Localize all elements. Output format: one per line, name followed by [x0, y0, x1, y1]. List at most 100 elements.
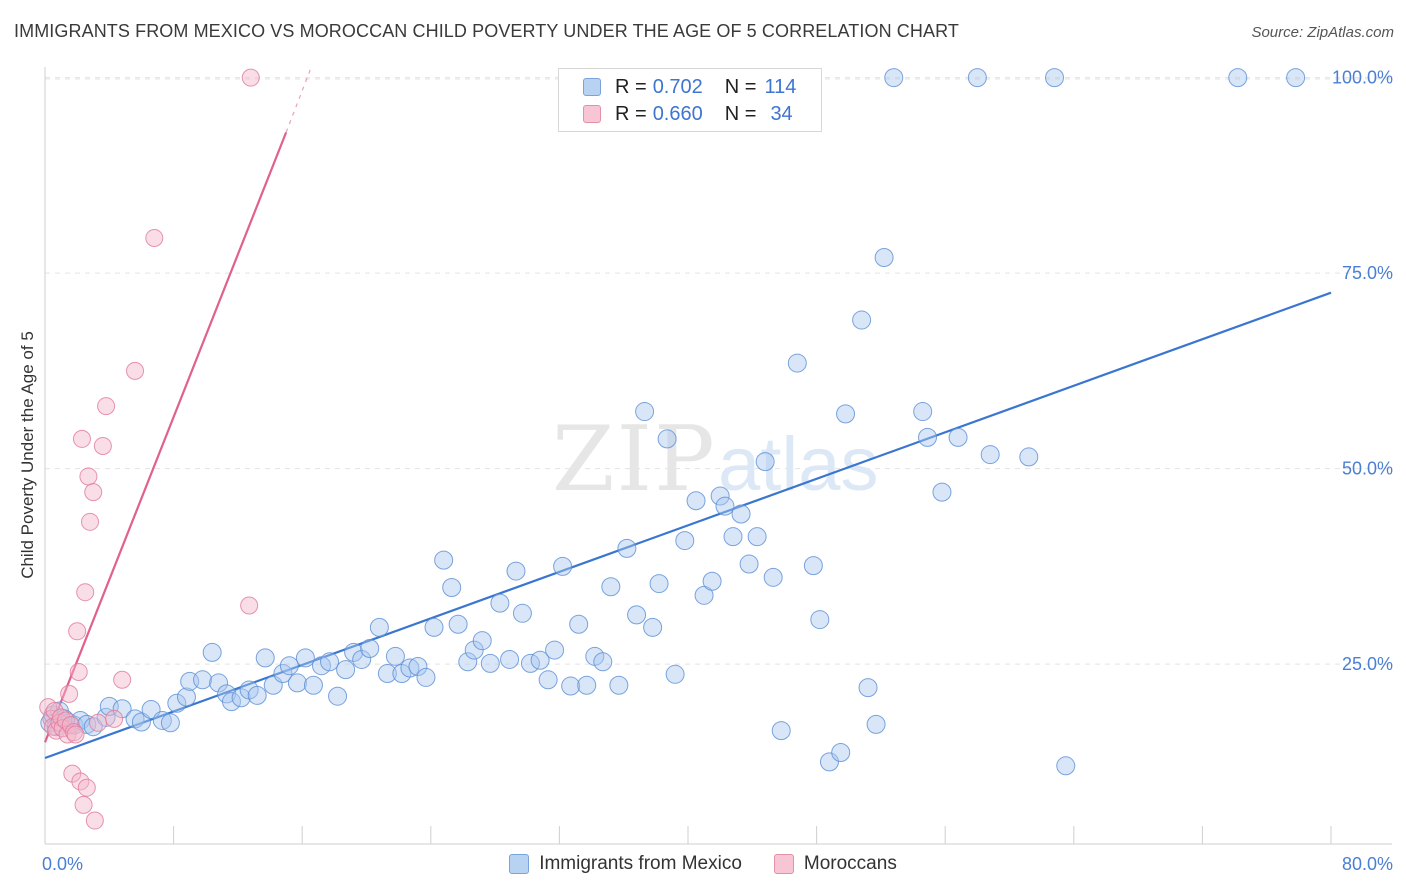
data-point-mexico [295, 648, 315, 668]
r-label: R = [615, 102, 647, 125]
data-point-mexico [715, 496, 735, 516]
watermark-atlas: atlas [718, 422, 879, 507]
legend-item-mexico[interactable]: Immigrants from Mexico [509, 853, 742, 875]
data-point-moroccans [76, 583, 95, 602]
data-point-mexico [472, 631, 492, 651]
data-point-mexico [458, 652, 478, 672]
x-tick-label: 0.0% [42, 854, 83, 874]
data-point-mexico [739, 554, 759, 574]
watermark-zip: ZIP [552, 407, 717, 512]
chart-title: IMMIGRANTS FROM MEXICO VS MOROCCAN CHILD… [14, 21, 959, 41]
stats-row-moroccans: R = 0.660 N = 34 [583, 102, 793, 126]
data-point-moroccans [241, 68, 260, 87]
data-point-mexico [577, 675, 597, 695]
data-point-mexico [1045, 68, 1065, 88]
data-point-mexico [247, 685, 267, 705]
data-point-mexico [448, 614, 468, 634]
data-point-mexico [303, 675, 323, 695]
data-point-moroccans [69, 662, 88, 681]
data-point-mexico [545, 640, 565, 660]
r-value: 0.702 [652, 75, 703, 98]
series-moroccans [39, 68, 260, 830]
data-point-mexico [810, 610, 830, 630]
data-point-mexico [442, 578, 462, 598]
blue-swatch [583, 78, 601, 96]
data-point-mexico [627, 605, 647, 625]
legend-item-moroccans[interactable]: Moroccans [773, 853, 897, 875]
data-point-mexico [657, 429, 677, 449]
data-point-mexico [530, 650, 550, 670]
data-point-mexico [352, 649, 372, 669]
data-point-mexico [287, 673, 307, 693]
data-point-mexico [500, 649, 520, 669]
n-value: 114 [764, 75, 797, 98]
data-point-mexico [731, 504, 751, 524]
data-point-moroccans [84, 483, 103, 502]
data-point-mexico [400, 658, 420, 678]
data-point-moroccans [145, 228, 164, 247]
data-point-mexico [918, 427, 938, 447]
y-tick-label: 50.0% [1342, 459, 1393, 479]
data-point-mexico [279, 656, 299, 676]
data-point-mexico [771, 721, 791, 741]
data-point-moroccans [81, 512, 100, 531]
data-point-mexico [948, 427, 968, 447]
data-point-mexico [649, 574, 669, 594]
data-point-moroccans [60, 684, 79, 703]
n-label: N = [724, 102, 757, 125]
data-point-mexico [803, 556, 823, 576]
data-point-mexico [385, 646, 405, 666]
data-point-mexico [884, 68, 904, 88]
y-tick-label: 100.0% [1332, 68, 1393, 88]
data-point-mexico [490, 593, 510, 613]
trendline-mexico [44, 291, 1332, 760]
data-point-mexico [702, 571, 722, 591]
data-point-mexico [755, 452, 775, 472]
data-point-mexico [167, 693, 187, 713]
data-point-mexico [593, 652, 613, 672]
data-point-mexico [819, 752, 839, 772]
data-point-moroccans [74, 795, 93, 814]
r-value: 0.660 [652, 102, 703, 125]
data-point-mexico [747, 527, 767, 547]
data-point-mexico [553, 556, 573, 576]
series-immigrants-from-mexico [40, 68, 1306, 776]
n-label: N = [724, 75, 757, 98]
data-point-moroccans [240, 596, 259, 615]
tick-labels: 25.0% 50.0% 75.0% 100.0% 0.0% 80.0% [42, 68, 1393, 874]
data-point-moroccans [66, 725, 85, 744]
trendline-moroccans [43, 131, 288, 743]
data-point-moroccans [79, 467, 98, 486]
r-label: R = [615, 75, 647, 98]
data-point-mexico [710, 486, 730, 506]
data-point-mexico [763, 567, 783, 587]
data-point-mexico [694, 585, 714, 605]
data-point-moroccans [89, 713, 108, 732]
blue-swatch [509, 854, 530, 874]
data-point-mexico [336, 660, 356, 680]
data-point-mexico [344, 642, 364, 662]
data-point-mexico [686, 491, 706, 511]
data-point-mexico [665, 664, 685, 684]
data-point-mexico [202, 642, 222, 662]
data-point-moroccans [105, 709, 124, 728]
data-point-mexico [416, 667, 436, 687]
data-point-mexico [932, 482, 952, 502]
data-point-mexico [967, 68, 987, 88]
data-point-moroccans [68, 622, 87, 641]
axes [44, 67, 1392, 845]
data-point-moroccans [85, 811, 104, 830]
trendline-moroccans-extension [285, 69, 311, 133]
data-point-mexico [1228, 68, 1248, 88]
y-tick-label: 25.0% [1342, 654, 1393, 674]
legend-label: Moroccans [803, 853, 897, 874]
data-point-mexico [836, 404, 856, 424]
data-point-moroccans [126, 361, 145, 380]
data-point-mexico [858, 678, 878, 698]
data-point-mexico [424, 617, 444, 637]
data-point-mexico [328, 686, 348, 706]
data-point-mexico [1286, 68, 1306, 88]
data-point-mexico [617, 538, 637, 558]
source-credit: Source: ZipAtlas.com [1251, 24, 1394, 41]
